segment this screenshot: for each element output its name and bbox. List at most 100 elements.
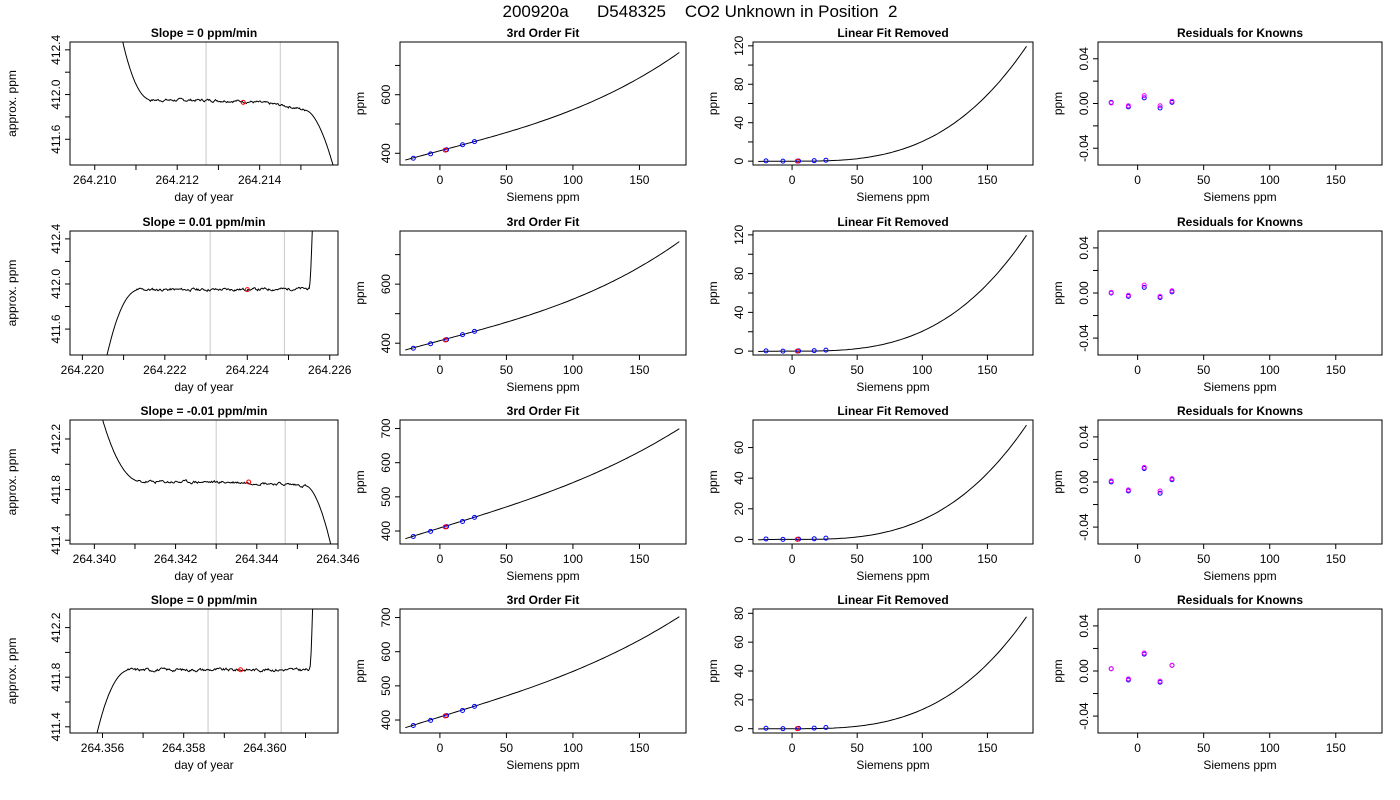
known-point xyxy=(460,332,466,338)
plot-area xyxy=(758,616,1027,732)
x-axis-label: Siemens ppm xyxy=(1203,380,1276,394)
plot-area xyxy=(122,42,334,165)
x-tick-label: 150 xyxy=(977,552,997,566)
x-axis-label: Siemens ppm xyxy=(1203,758,1276,772)
panel-r3c0: 264.356 264.358 264.360 411.4 411.8 412.2 Slop… xyxy=(5,593,339,772)
fit-curve xyxy=(405,52,680,161)
plot-area xyxy=(1108,93,1175,111)
unknown-point xyxy=(794,536,800,542)
fit-curve xyxy=(405,428,680,540)
plot-area xyxy=(405,241,680,351)
y-tick-label: 412.4 xyxy=(49,224,63,254)
x-tick-label: 150 xyxy=(1326,173,1346,187)
residual-point-alt xyxy=(1169,662,1175,668)
x-tick-label: 0 xyxy=(789,741,796,755)
residual-point xyxy=(1141,95,1147,101)
unknown-point xyxy=(794,726,800,732)
y-tick-label: 0.00 xyxy=(1077,659,1091,683)
panel-r1c1: 0 50 100 150 400 600 3rd Order Fit Siemens ppm p… xyxy=(353,215,687,394)
x-tick-label: 0 xyxy=(1134,741,1141,755)
y-tick-label: 411.8 xyxy=(49,662,63,691)
x-tick-label: 50 xyxy=(1197,173,1211,187)
panel-title: Slope = -0.01 ppm/min xyxy=(140,404,267,418)
unknown-point xyxy=(442,337,448,343)
x-tick-label: 100 xyxy=(563,173,583,187)
known-point xyxy=(823,157,829,163)
known-point xyxy=(410,722,416,728)
residual-point-alt xyxy=(1108,100,1114,106)
x-tick-label: 150 xyxy=(629,552,649,566)
plot-frame xyxy=(399,230,687,356)
x-tick-label: 0 xyxy=(789,173,796,187)
x-tick-label: 100 xyxy=(1260,552,1280,566)
x-tick-label: 50 xyxy=(851,173,865,187)
time-series-line xyxy=(106,231,313,355)
x-tick-label: 264.210 xyxy=(73,173,117,187)
y-tick-label: -0.04 xyxy=(1077,134,1091,162)
plot-frame xyxy=(1097,419,1383,545)
x-axis-label: Siemens ppm xyxy=(506,758,579,772)
unknown-point xyxy=(244,287,250,293)
x-tick-label: 100 xyxy=(912,741,932,755)
known-point xyxy=(428,528,434,534)
known-point xyxy=(780,158,786,164)
residual-point-alt xyxy=(1108,478,1114,484)
y-tick-label: 20 xyxy=(732,693,746,707)
x-tick-label: 150 xyxy=(629,741,649,755)
panel-r1c3: 0 50 100 150 -0.04 0.00 0.04 Residuals for Know… xyxy=(1051,215,1383,394)
y-axis-label: ppm xyxy=(706,659,720,682)
unknown-point xyxy=(794,348,800,354)
x-tick-label: 50 xyxy=(1197,363,1211,377)
known-point xyxy=(410,533,416,539)
x-tick-label: 50 xyxy=(851,363,865,377)
residual-point-alt xyxy=(1157,293,1163,299)
y-tick-label: 411.4 xyxy=(49,525,63,554)
x-tick-label: 50 xyxy=(1197,741,1211,755)
x-axis-label: Siemens ppm xyxy=(856,758,929,772)
residual-point-alt xyxy=(1108,289,1114,295)
x-tick-label: 264.214 xyxy=(238,173,282,187)
unknown-point xyxy=(238,667,244,673)
panel-title: 3rd Order Fit xyxy=(507,26,580,40)
panel-r2c2: 0 50 100 150 0 20 40 60 Linear Fit Removed Siemen… xyxy=(706,404,1034,583)
residual-point-alt xyxy=(1169,288,1175,294)
x-tick-label: 100 xyxy=(1260,363,1280,377)
plot-area xyxy=(758,424,1027,542)
x-axis-label: Siemens ppm xyxy=(506,569,579,583)
known-point xyxy=(460,518,466,524)
x-tick-label: 50 xyxy=(1197,552,1211,566)
figure-title: 200920a D548325 CO2 Unknown in Position … xyxy=(502,2,898,21)
panel-r2c3: 0 50 100 150 -0.04 0.00 0.04 Residuals for Know… xyxy=(1051,404,1383,583)
x-axis-label: Siemens ppm xyxy=(506,380,579,394)
known-point xyxy=(763,348,769,354)
fit-curve xyxy=(405,616,680,729)
known-point xyxy=(811,348,817,354)
x-tick-label: 150 xyxy=(977,173,997,187)
x-tick-label: 50 xyxy=(851,552,865,566)
x-axis-label: Siemens ppm xyxy=(856,190,929,204)
x-tick-label: 100 xyxy=(1260,173,1280,187)
x-tick-label: 150 xyxy=(629,173,649,187)
x-axis-label: Siemens ppm xyxy=(1203,190,1276,204)
x-tick-label: 264.222 xyxy=(143,363,187,377)
x-tick-label: 264.220 xyxy=(61,363,105,377)
y-axis-label: ppm xyxy=(353,281,367,304)
plot-frame xyxy=(1097,608,1383,734)
y-tick-label: 0 xyxy=(732,725,746,732)
residual-point xyxy=(1141,284,1147,290)
known-point xyxy=(780,348,786,354)
panel-title: Residuals for Knowns xyxy=(1177,215,1303,229)
time-series-line xyxy=(102,420,332,544)
known-point xyxy=(460,707,466,713)
plot-frame xyxy=(399,608,687,734)
plot-area xyxy=(96,609,314,733)
x-axis-label: Siemens ppm xyxy=(1203,569,1276,583)
unknown-point xyxy=(442,147,448,153)
panel-title: Residuals for Knowns xyxy=(1177,593,1303,607)
known-point xyxy=(410,345,416,351)
plot-frame xyxy=(69,419,339,545)
plot-area xyxy=(758,46,1027,164)
x-axis-label: day of year xyxy=(174,190,233,204)
y-tick-label: -0.04 xyxy=(1077,513,1091,541)
x-tick-label: 150 xyxy=(1326,741,1346,755)
